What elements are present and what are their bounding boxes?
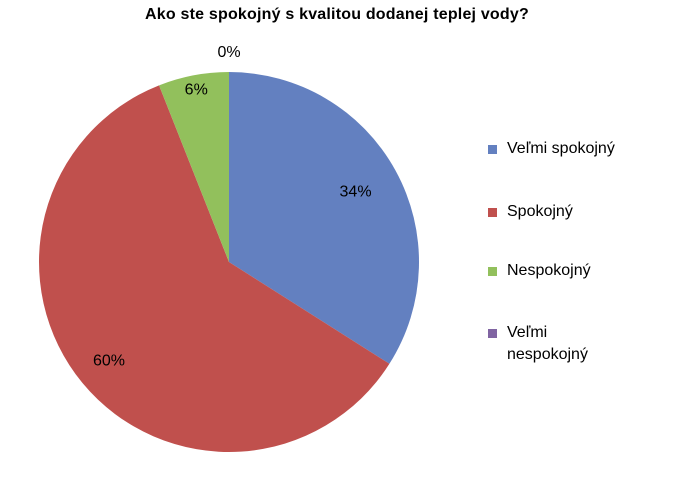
legend-label-velmi-spokojny: Veľmi spokojný xyxy=(507,140,615,157)
legend-label-nespokojny: Nespokojný xyxy=(507,262,591,279)
legend-swatch-velmi-nespokojny xyxy=(488,329,497,338)
data-label-spokojny: 60% xyxy=(93,353,125,370)
pie-slice-spokojny xyxy=(38,85,390,453)
data-label-velmi-spokojny: 34% xyxy=(340,184,372,201)
chart-title: Ako ste spokojný s kvalitou dodanej tepl… xyxy=(145,6,529,23)
legend-swatch-velmi-spokojny xyxy=(488,145,497,154)
legend-swatch-nespokojny xyxy=(488,267,497,276)
pie-slice-nespokojny xyxy=(159,72,229,262)
data-label-velmi-nespokojny: 0% xyxy=(217,44,240,61)
pie-slice-velmi-spokojny xyxy=(229,72,419,364)
legend-label-spokojny: Spokojný xyxy=(507,203,573,220)
data-label-nespokojny: 6% xyxy=(185,82,208,99)
legend-swatch-spokojny xyxy=(488,208,497,217)
legend-label-velmi-nespokojny: Veľmi nespokojný xyxy=(507,324,588,363)
